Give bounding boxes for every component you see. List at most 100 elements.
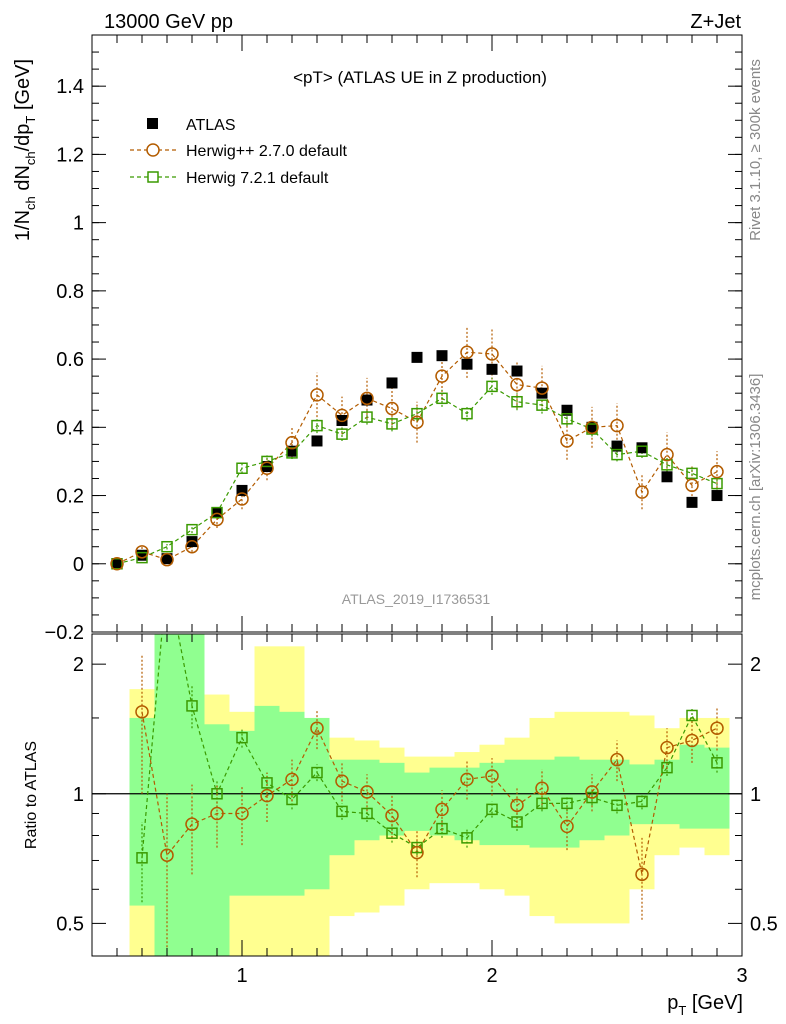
main-ytick-label: 0.4 [56, 417, 84, 439]
main-point-herwigpp [385, 401, 399, 416]
ratio-y-axis-label: Ratio to ATLAS [23, 741, 40, 849]
ratio-point-herwig7 [611, 799, 623, 812]
ratio-point-herwig7 [461, 832, 473, 844]
main-point-atlas [161, 553, 173, 565]
main-point-herwigpp [160, 552, 174, 567]
legend-marker-herwigpp [146, 143, 160, 157]
ratio-line-herwigpp [141, 711, 718, 875]
main-point-herwig7 [161, 540, 173, 553]
main-point-atlas [236, 484, 248, 496]
main-point-herwig7 [386, 418, 398, 430]
ratio-point-herwigpp [260, 788, 274, 803]
main-point-herwigpp [660, 447, 674, 462]
ratio-ytick-label: 1 [73, 784, 84, 806]
ratio-ytick-label: 0.5 [56, 913, 84, 935]
ratio-point-herwigpp [460, 772, 474, 787]
analysis-watermark: ATLAS_2019_I1736531 [342, 591, 491, 607]
main-plot-frame [91, 34, 743, 633]
main-point-atlas [486, 363, 498, 375]
main-point-herwigpp [360, 391, 374, 406]
ratio-point-herwigpp [710, 721, 724, 735]
ratio-point-herwig7 [386, 827, 398, 839]
ratio-point-herwig7 [162, 571, 172, 581]
main-point-atlas [286, 445, 298, 457]
ratio-point-herwigpp [410, 845, 424, 860]
ratio-point-herwig7 [586, 791, 598, 804]
ratio-uncertainty-bands [92, 634, 742, 956]
main-point-herwig7 [436, 392, 448, 405]
main-point-atlas [561, 404, 573, 416]
main-point-herwig7 [461, 407, 473, 420]
ratio-point-herwig7 [311, 766, 323, 779]
ratio-band-green [229, 730, 255, 896]
main-point-herwigpp [685, 478, 699, 493]
main-point-herwig7 [336, 428, 348, 440]
main-point-herwigpp [185, 539, 199, 554]
ratio-point-herwigpp [210, 806, 224, 821]
main-title: <pT> (ATLAS UE in Z production) [293, 68, 547, 87]
main-point-herwig7 [186, 523, 198, 536]
main-point-herwig7 [686, 467, 698, 480]
ratio-point-herwigpp [535, 781, 549, 795]
main-point-herwigpp [535, 381, 549, 395]
main-point-atlas [386, 377, 398, 389]
main-ytick-label: 1.2 [56, 144, 84, 166]
ratio-point-herwigpp [685, 733, 699, 748]
ratio-band-green [379, 762, 405, 836]
main-point-herwig7 [261, 455, 273, 468]
ratio-band-green [704, 747, 730, 829]
legend-label-atlas: ATLAS [186, 117, 236, 134]
ratio-point-herwigpp [235, 806, 249, 821]
ratio-point-herwig7 [411, 841, 423, 854]
legend-label-herwigpp: Herwig++ 2.7.0 default [186, 143, 348, 160]
ratio-point-herwig7 [261, 777, 273, 789]
ratio-data-marks [135, 571, 724, 948]
main-point-herwig7 [661, 459, 673, 471]
x-axis-label: pT [GeV] [667, 992, 743, 1018]
ratio-point-herwigpp [510, 798, 524, 813]
main-point-atlas [711, 490, 723, 502]
main-point-herwigpp [560, 434, 574, 448]
main-point-atlas [661, 471, 673, 483]
ratio-point-herwig7 [236, 731, 248, 744]
mcplots-source-label: mcplots.cern.ch [arXiv:1306.3436] [747, 374, 764, 601]
main-point-herwig7 [311, 419, 323, 432]
ratio-point-herwig7 [711, 757, 723, 769]
ratio-point-herwig7 [536, 797, 548, 810]
main-point-atlas [311, 435, 323, 447]
ratio-point-herwig7 [286, 793, 298, 806]
ratio-point-herwigpp [560, 819, 574, 834]
ratio-point-herwig7 [661, 761, 673, 774]
main-point-herwig7 [286, 447, 298, 459]
main-axis-ticks: −0.2 0 0.2 0.4 0.6 0.8 1 1.2 1.4 [45, 35, 742, 644]
main-point-herwig7 [211, 506, 223, 519]
ratio-point-herwig7 [211, 788, 223, 800]
main-point-atlas [586, 421, 598, 433]
ratio-point-herwig7 [436, 822, 448, 835]
ratio-point-herwigpp [635, 867, 649, 882]
main-ytick-label: −0.2 [45, 622, 84, 644]
main-point-atlas [461, 358, 473, 370]
legend-label-herwig7: Herwig 7.2.1 default [186, 170, 329, 187]
main-point-herwig7 [136, 551, 148, 564]
main-point-herwigpp [260, 461, 274, 476]
main-data-marks [110, 326, 724, 571]
ratio-ytick-label-right: 2 [750, 654, 761, 676]
main-point-herwigpp [510, 377, 524, 392]
main-point-atlas [436, 350, 448, 362]
main-point-herwigpp [710, 464, 724, 479]
ratio-ytick-label-right: 0.5 [750, 913, 778, 935]
ratio-point-herwigpp [285, 772, 299, 787]
ratio-axis-ticks: 0.5 0.5 1 1 2 2 1 2 3 [56, 634, 778, 987]
ratio-point-herwigpp [360, 785, 374, 799]
main-point-atlas [511, 365, 523, 377]
main-point-herwig7 [411, 407, 423, 420]
ratio-point-herwigpp [610, 752, 624, 767]
main-ytick-label: 0.6 [56, 349, 84, 371]
ratio-band-green [354, 759, 380, 841]
main-point-herwig7 [361, 411, 373, 423]
ratio-point-herwigpp [485, 769, 499, 783]
ratio-point-herwig7 [486, 803, 498, 816]
main-ytick-label: 0.8 [56, 281, 84, 303]
